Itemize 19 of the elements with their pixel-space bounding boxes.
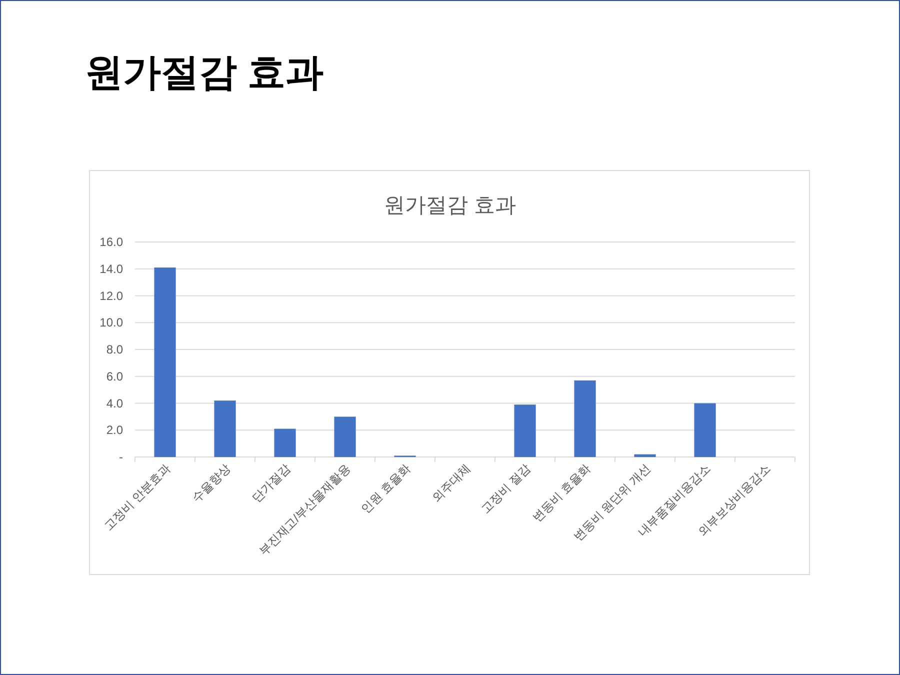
bar — [634, 454, 656, 457]
y-tick-label: 8.0 — [106, 342, 124, 356]
bar — [574, 380, 596, 457]
y-tick-label: 16.0 — [100, 235, 124, 249]
bar — [214, 400, 236, 457]
chart-title: 원가절감 효과 — [384, 194, 516, 217]
text: 원가절감 효과 — [85, 52, 324, 94]
bar — [154, 268, 176, 457]
y-tick-label: 10.0 — [100, 316, 124, 330]
bar — [334, 416, 356, 457]
y-tick-label: 4.0 — [106, 396, 124, 410]
bar — [694, 403, 716, 457]
bar — [514, 404, 536, 457]
y-tick-label: 14.0 — [100, 262, 124, 276]
y-tick-label: 6.0 — [106, 369, 124, 384]
y-tick-label: 12.0 — [100, 288, 124, 303]
bar — [274, 428, 296, 457]
y-tick-label: 2.0 — [106, 423, 124, 438]
y-tick-label: - — [119, 450, 123, 464]
